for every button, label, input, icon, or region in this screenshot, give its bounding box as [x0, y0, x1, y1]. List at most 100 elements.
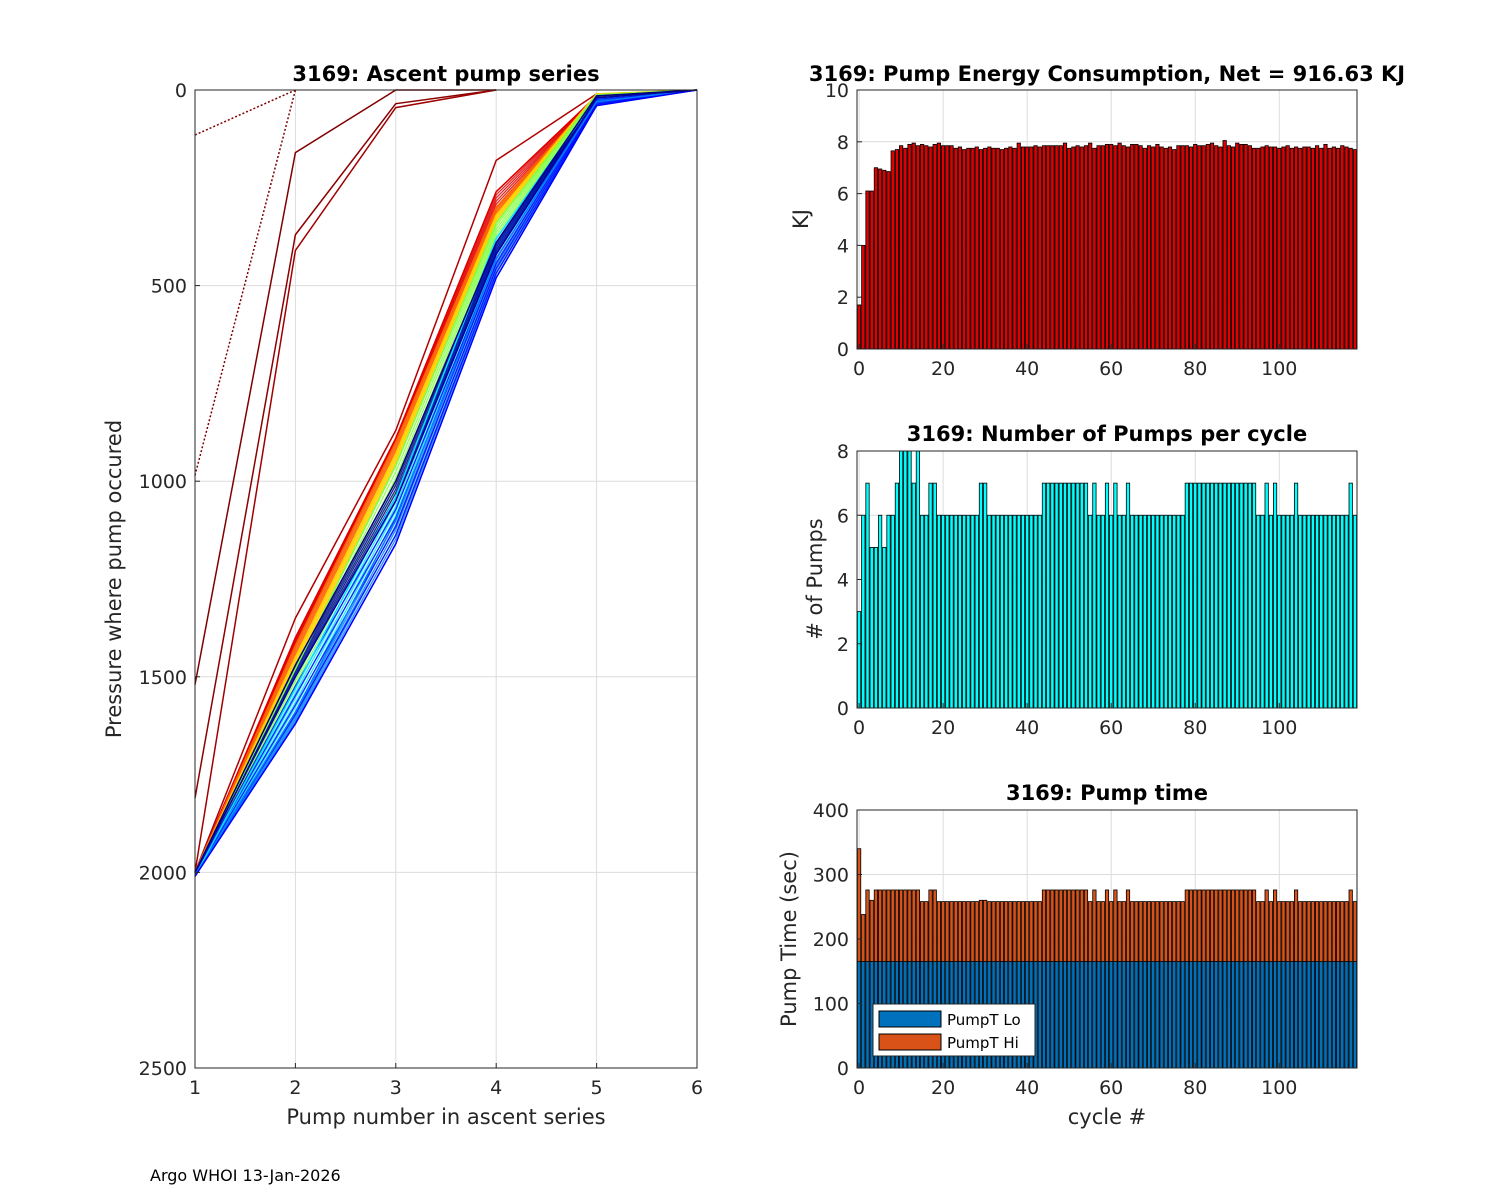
npumps-bar	[1230, 482, 1236, 709]
npumps-bar	[1327, 514, 1332, 709]
pumptime-lo-bar	[1302, 961, 1307, 1069]
number-of-pumps-plot: 0 20 40 60 80 100 0 2 4 6 8 3169: Number of Pumps …	[803, 422, 1358, 739]
pumptime-hi-bar	[865, 889, 870, 962]
npumps-bar	[1172, 514, 1177, 709]
energy-bar	[1167, 146, 1173, 350]
pumptime-hi-bar	[1054, 889, 1059, 962]
pumptime-lo-bar	[1310, 961, 1315, 1069]
pumptime-legend: PumpT Lo PumpT Hi	[872, 1003, 1036, 1057]
pumptime-hi-bar	[924, 901, 929, 962]
npumps-bar	[1100, 514, 1105, 709]
pumptime-hi-bar	[1092, 889, 1097, 962]
npumps-bar	[999, 514, 1005, 709]
pumptime-hi-bar	[970, 901, 975, 962]
npumps-bar	[1306, 514, 1311, 709]
pumptime-lo-bar	[1155, 961, 1160, 1069]
npumps-bar	[873, 546, 878, 709]
npumps-bar	[1020, 514, 1026, 709]
pumptime-hi-bar	[1159, 901, 1164, 962]
npumps-bar	[949, 514, 954, 709]
ascent-xtick-label: 4	[490, 1077, 502, 1099]
npumps-bar	[1193, 482, 1198, 709]
pumptime-lo-bar	[1146, 961, 1152, 1069]
pumptime-lo-bar	[1151, 961, 1156, 1069]
ascent-line-c9	[194, 89, 698, 873]
energy-bar	[1209, 142, 1215, 350]
ascent-ytick-label: 500	[151, 276, 187, 298]
pumptime-hi-bar	[1046, 889, 1051, 962]
ascent-axes-box	[194, 89, 698, 1069]
pumptime-hi-bar	[1088, 901, 1093, 962]
pumptime-hi-bar	[1218, 889, 1223, 962]
pumptime-lo-bar	[1336, 961, 1341, 1069]
energy-bar	[1218, 146, 1223, 350]
energy-bar	[1008, 146, 1013, 350]
energy-bar	[995, 147, 1000, 350]
energy-bar	[1012, 147, 1017, 350]
energy-bar	[1121, 145, 1126, 350]
ascent-line-c7	[194, 89, 698, 877]
pumptime-hi-bar	[945, 901, 950, 962]
pumptime-hi-bar	[1096, 901, 1101, 962]
npumps-bar	[1310, 514, 1315, 709]
pumptime-y-label: Pump Time (sec)	[777, 851, 801, 1027]
energy-bar	[1138, 145, 1143, 350]
ascent-line-early-4	[194, 89, 497, 799]
pumptime-lo-bar	[1226, 961, 1231, 1069]
npumps-bar	[1184, 482, 1189, 709]
pumptime-lo-bar	[1058, 961, 1063, 1069]
pumptime-hi-bar	[1209, 889, 1215, 962]
npumps-bar	[1159, 514, 1164, 709]
pumptime-hi-bar	[953, 901, 958, 962]
ascent-ytick-label: 1000	[139, 471, 187, 493]
pumptime-lo-bar	[1134, 961, 1139, 1069]
pumptime-lo-bar	[1130, 961, 1135, 1069]
ascent-xtick-label: 3	[390, 1077, 402, 1099]
npumps-bar	[1037, 514, 1042, 709]
npumps-tick-labels: 0 20 40 60 80 100 0 2 4 6 8	[837, 441, 1297, 739]
ascent-line-early-6	[194, 93, 598, 873]
pumptime-lo-bar	[1272, 961, 1278, 1069]
energy-bar	[1146, 145, 1152, 350]
pumptime-lo-bar	[1046, 961, 1051, 1069]
npumps-bar	[1163, 514, 1168, 709]
npumps-bar	[1109, 514, 1114, 709]
npumps-bar	[995, 514, 1000, 709]
energy-ytick-label: 0	[837, 339, 849, 361]
pumptime-hi-bar	[1272, 889, 1278, 962]
pumptime-hi-bar	[1155, 901, 1160, 962]
energy-bar	[978, 149, 984, 350]
pumptime-hi-bar	[1033, 901, 1038, 962]
pumptime-hi-bar	[907, 889, 912, 962]
npumps-bar	[886, 514, 891, 709]
legend-swatch-hi	[878, 1033, 942, 1051]
pumptime-lo-bar	[1041, 961, 1047, 1069]
pumptime-lo-bar	[1121, 961, 1126, 1069]
pumptime-lo-bar	[1096, 961, 1101, 1069]
pumptime-hi-bar	[1230, 889, 1236, 962]
npumps-bar	[1214, 482, 1219, 709]
npumps-bar	[1142, 514, 1147, 709]
energy-bar	[1344, 146, 1349, 350]
pumptime-hi-bar	[1201, 889, 1206, 962]
energy-bar	[1067, 147, 1072, 350]
pumptime-hi-bar	[1319, 901, 1324, 962]
pumptime-hi-bar	[1268, 901, 1273, 962]
npumps-bar	[1113, 482, 1118, 709]
pumptime-hi-bar	[1247, 889, 1252, 962]
energy-bar	[886, 171, 891, 350]
pumptime-hi-bar	[949, 901, 954, 962]
energy-bar	[1050, 145, 1055, 350]
npumps-bar	[1138, 514, 1143, 709]
pumptime-hi-bar	[1100, 901, 1105, 962]
pumptime-hi-bar	[1352, 901, 1357, 962]
pumptime-hi-bar	[1113, 889, 1118, 962]
energy-bar	[957, 146, 963, 350]
pumptime-lo-bar	[1243, 961, 1248, 1069]
energy-bar	[1352, 149, 1357, 350]
pumptime-lo-bar	[1298, 961, 1303, 1069]
npumps-bar	[1054, 482, 1059, 709]
pump-time-plot: 0 20 40 60 80 100 0 100 200 300 400 3169: Pump tim…	[777, 781, 1358, 1129]
energy-bar	[1298, 147, 1303, 350]
